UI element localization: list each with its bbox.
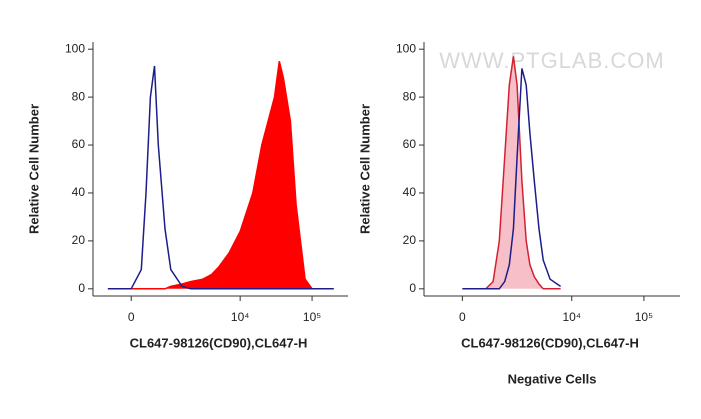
x-tick-label: 10⁵ [635, 310, 653, 324]
plot: 0 20 40 60 80 100 0 10⁴ 10⁵ CL647-98126(CD90),CL6… [26, 41, 348, 350]
line [107, 65, 334, 290]
y-tick-label: 20 [403, 233, 417, 247]
line [107, 61, 334, 290]
x-axis-title: CL647-98126(CD90),CL647-H [461, 335, 639, 350]
subtitle: Negative Cells [508, 371, 597, 386]
x-tick-label: 10⁴ [562, 310, 581, 324]
y-tick-label: 80 [403, 89, 417, 103]
y-tick-label: 20 [72, 233, 86, 247]
x-tick-label: 0 [128, 310, 135, 324]
y-tick-label: 60 [72, 137, 86, 151]
x-tick-label: 0 [459, 310, 466, 324]
x-tick-label: 10⁴ [231, 310, 250, 324]
x-tick-label: 10⁵ [303, 310, 321, 324]
watermark: WWW.PTGLAB.COM [439, 48, 664, 73]
plot: WWW.PTGLAB.COM 0 20 40 60 80 100 0 10⁴ 10⁵ CL647-9… [357, 41, 680, 386]
y-tick-label: 40 [72, 185, 86, 199]
y-axis-title: Relative Cell Number [26, 104, 41, 234]
line [462, 68, 562, 290]
y-tick-label: 40 [403, 185, 417, 199]
y-tick-label: 60 [403, 137, 417, 151]
y-tick-label: 100 [396, 41, 416, 55]
y-tick-label: 80 [72, 89, 86, 103]
area [462, 56, 561, 289]
y-tick-label: 100 [65, 41, 85, 55]
x-axis-title: CL647-98126(CD90),CL647-H [130, 335, 308, 350]
area [107, 61, 334, 289]
y-axis-title: Relative Cell Number [357, 104, 372, 234]
line [462, 56, 561, 290]
y-tick-label: 0 [409, 281, 416, 295]
y-tick-label: 0 [78, 281, 85, 295]
